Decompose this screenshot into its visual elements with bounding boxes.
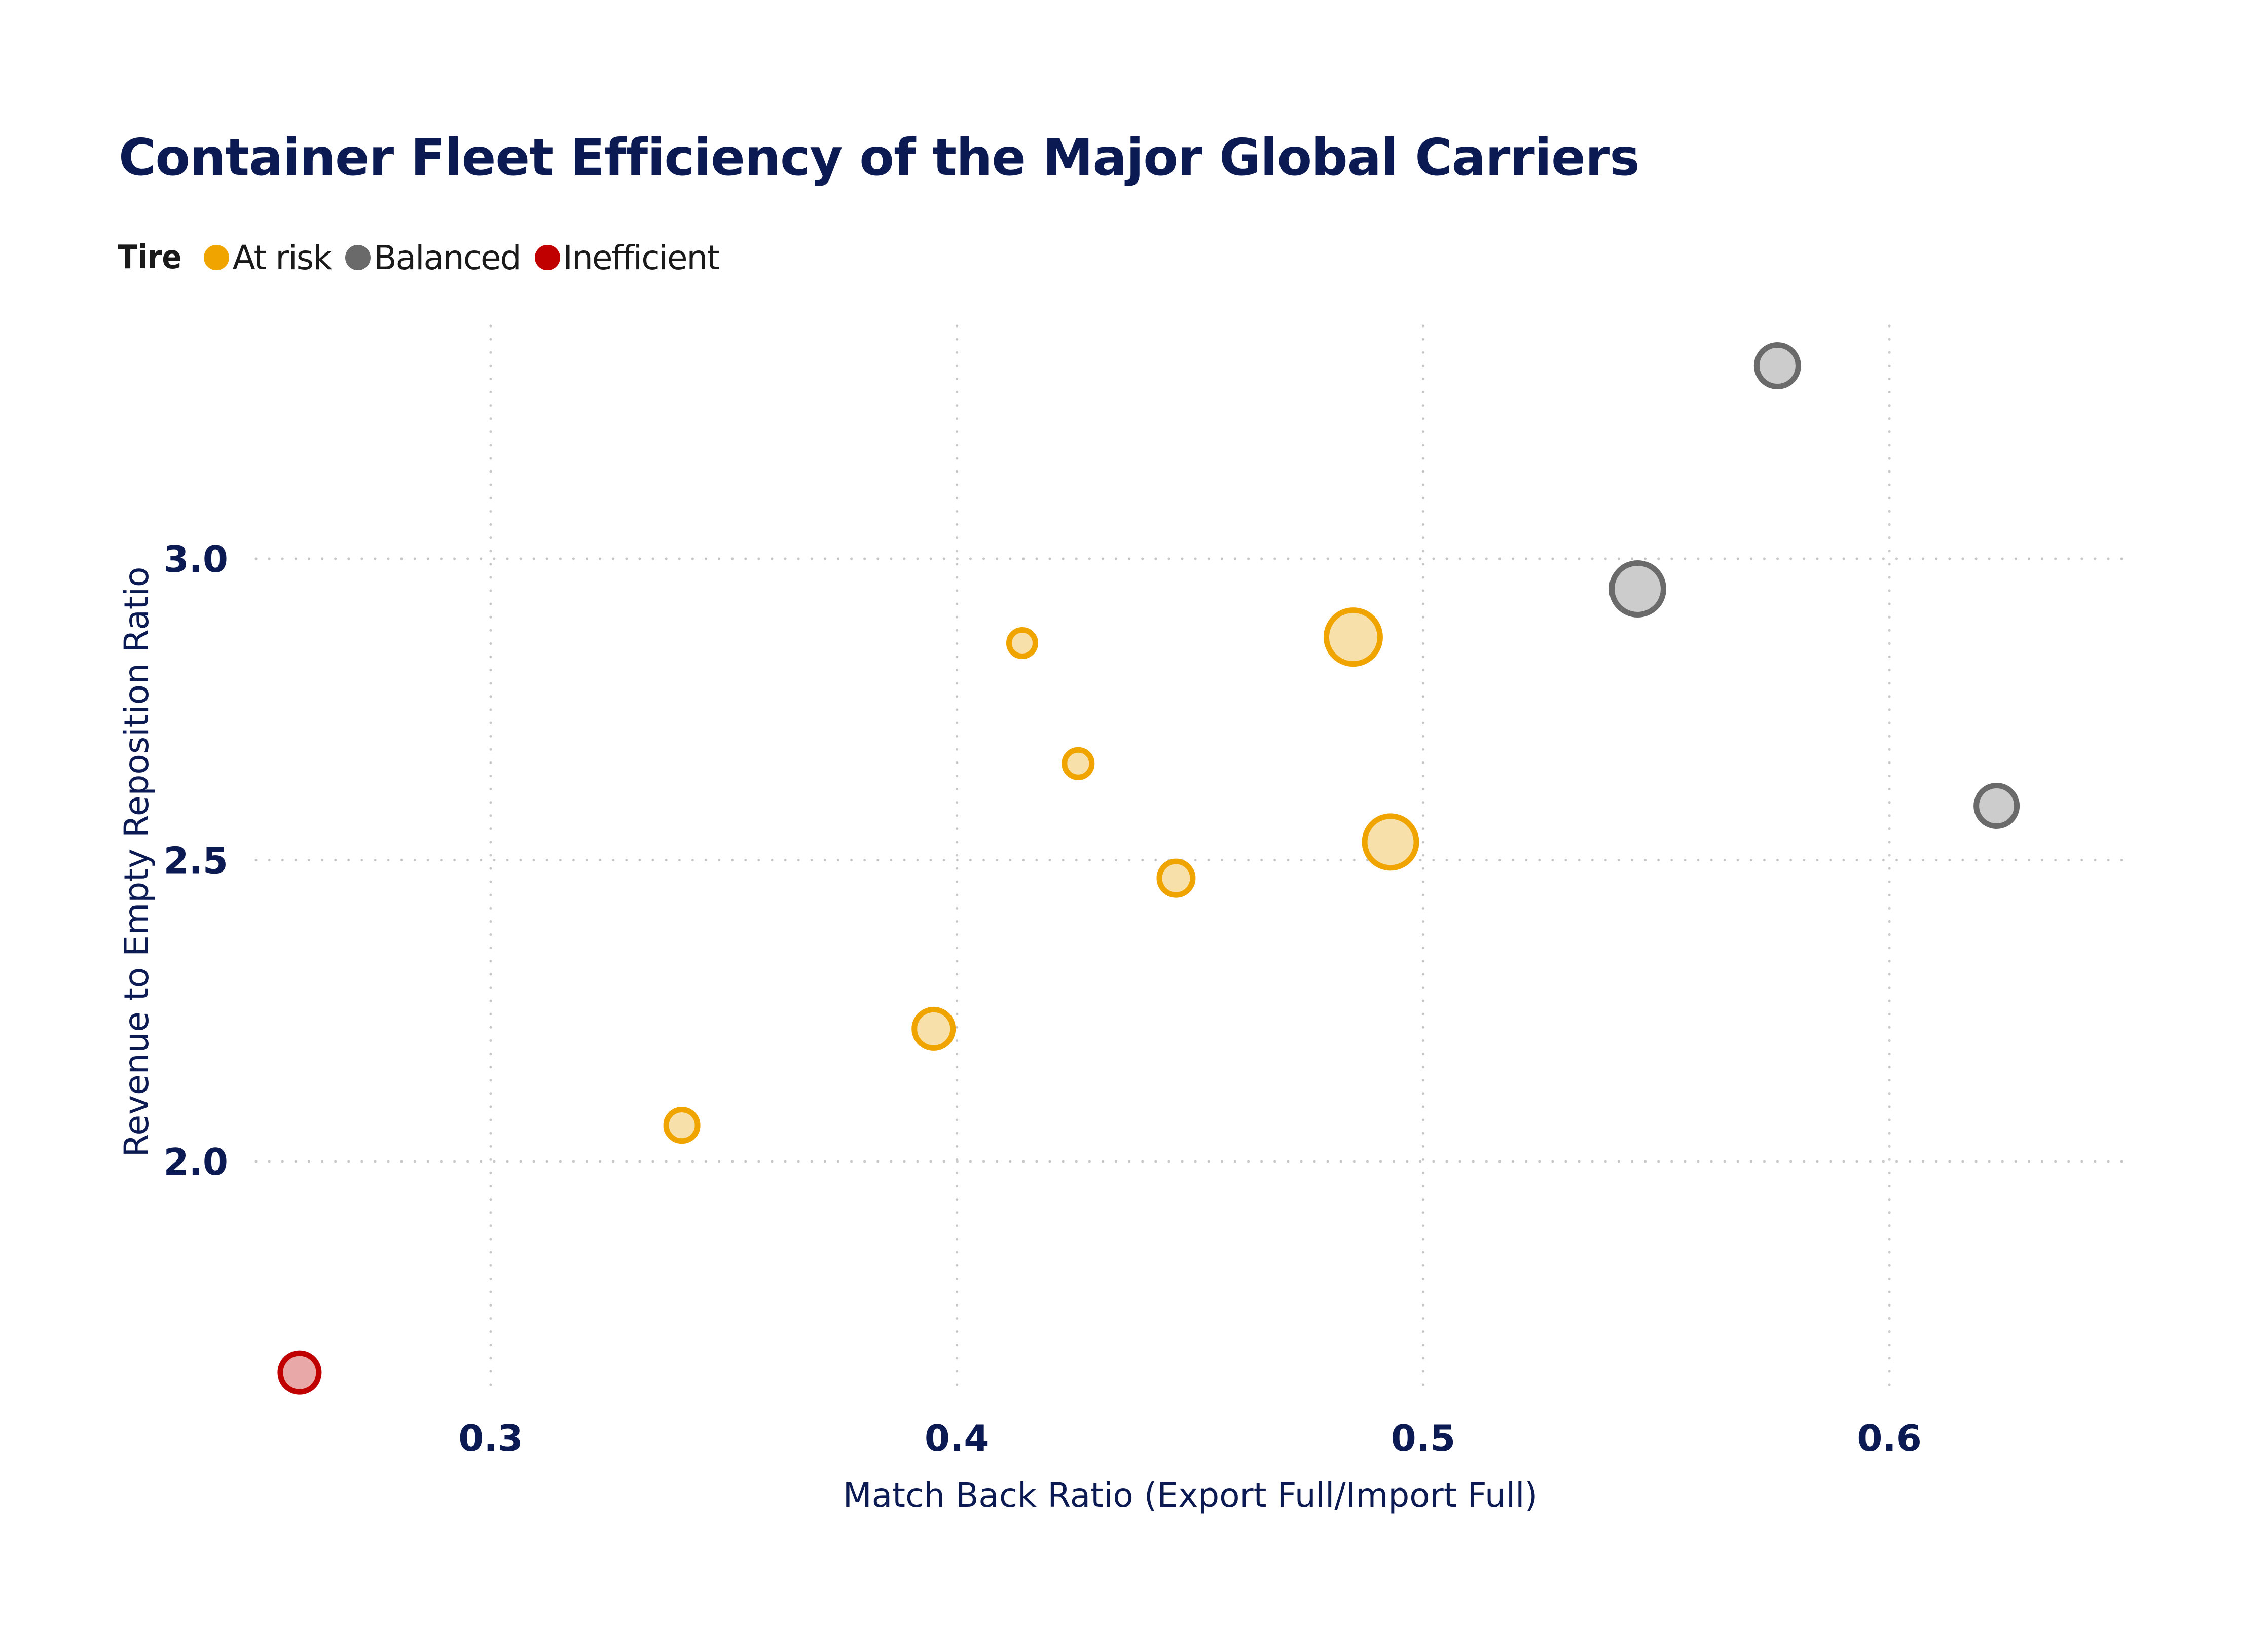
- series-inefficient: [277, 1350, 322, 1395]
- chart-title: Container Fleet Efficiency of the Major …: [119, 128, 1640, 187]
- legend-item-balanced[interactable]: Balanced: [345, 238, 522, 277]
- y-tick-label: 2.5: [163, 840, 228, 882]
- data-points: [277, 342, 2020, 1395]
- x-tick-label: 0.4: [925, 1417, 990, 1460]
- data-point[interactable]: [1973, 782, 2020, 829]
- data-point[interactable]: [1006, 627, 1038, 659]
- legend-title: Tire: [118, 239, 182, 276]
- x-tick-label: 0.3: [458, 1417, 523, 1460]
- y-tick-label: 2.0: [163, 1141, 228, 1183]
- series-balanced: [1608, 342, 2020, 829]
- data-point[interactable]: [1362, 813, 1419, 871]
- legend-label-inefficient: Inefficient: [563, 238, 720, 277]
- x-axis-label: Match Back Ratio (Export Full/Import Ful…: [843, 1476, 1538, 1515]
- legend-label-balanced: Balanced: [374, 238, 521, 277]
- x-tick-label: 0.6: [1857, 1417, 1922, 1460]
- data-point[interactable]: [1323, 607, 1383, 667]
- x-axis-ticks: 0.3 0.4 0.5 0.6: [458, 1417, 1922, 1460]
- legend-item-inefficient[interactable]: Inefficient: [534, 238, 720, 277]
- data-point[interactable]: [1062, 747, 1095, 780]
- data-point[interactable]: [1753, 342, 1801, 390]
- gridlines: [254, 324, 2131, 1398]
- data-point[interactable]: [1156, 858, 1196, 898]
- series-at-risk: [663, 607, 1419, 1144]
- y-axis-ticks: 2.0 2.5 3.0: [163, 538, 228, 1183]
- legend-swatch-inefficient: [534, 245, 560, 270]
- x-tick-label: 0.5: [1391, 1417, 1456, 1460]
- data-point[interactable]: [663, 1107, 701, 1144]
- legend-item-at-risk[interactable]: At risk: [204, 238, 332, 277]
- legend: Tire At risk Balanced Inefficient: [118, 237, 733, 278]
- data-point[interactable]: [911, 1006, 956, 1051]
- legend-label-at-risk: At risk: [232, 238, 332, 277]
- y-axis-label: Revenue to Empty Reposition Ratio: [117, 567, 156, 1157]
- data-point[interactable]: [1608, 560, 1666, 618]
- data-point[interactable]: [277, 1350, 322, 1395]
- legend-swatch-balanced: [345, 245, 371, 270]
- y-tick-label: 3.0: [163, 538, 228, 580]
- legend-swatch-at-risk: [204, 245, 230, 270]
